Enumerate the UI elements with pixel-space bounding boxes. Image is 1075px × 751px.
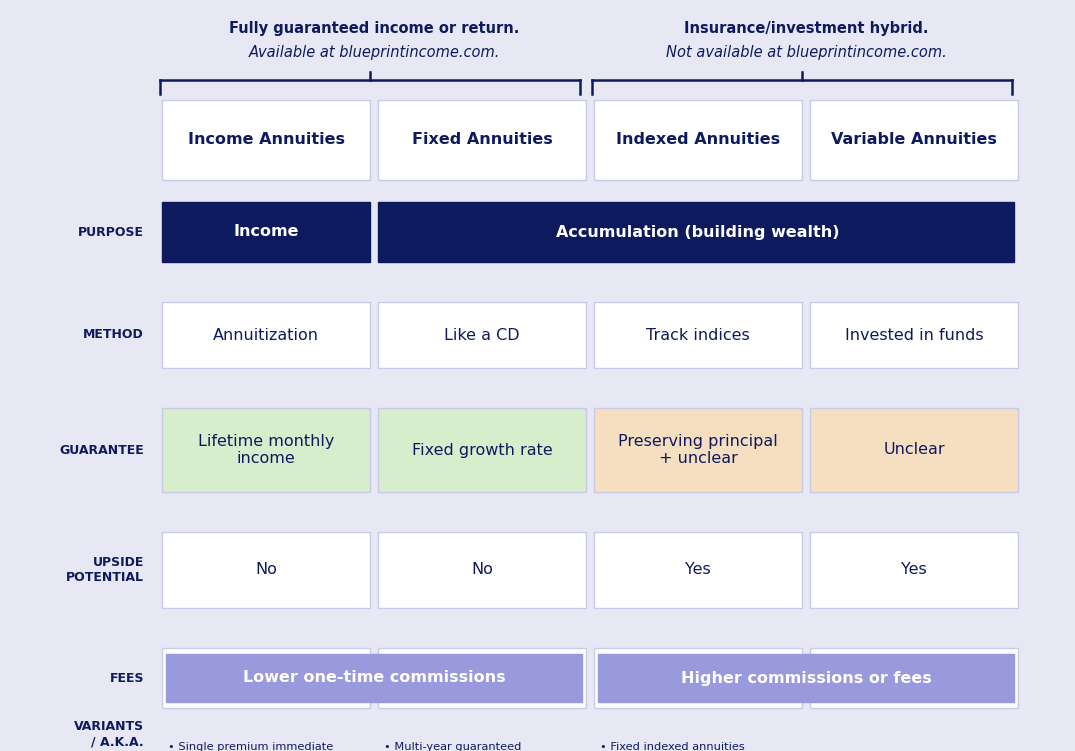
Bar bbox=[809, 728, 1018, 741]
Text: Variable Annuities: Variable Annuities bbox=[831, 132, 997, 147]
Text: Annuitization: Annuitization bbox=[213, 327, 319, 342]
Bar bbox=[809, 648, 1018, 708]
Text: No: No bbox=[255, 562, 277, 578]
Text: Not available at blueprintincome.com.: Not available at blueprintincome.com. bbox=[665, 44, 946, 59]
Text: Insurance/investment hybrid.: Insurance/investment hybrid. bbox=[684, 20, 928, 35]
Text: Higher commissions or fees: Higher commissions or fees bbox=[680, 671, 931, 686]
Text: FEES: FEES bbox=[110, 671, 144, 684]
Text: Available at blueprintincome.com.: Available at blueprintincome.com. bbox=[248, 44, 500, 59]
Text: Fully guaranteed income or return.: Fully guaranteed income or return. bbox=[229, 20, 519, 35]
Text: Fixed Annuities: Fixed Annuities bbox=[412, 132, 553, 147]
Bar bbox=[594, 648, 802, 708]
Text: Income: Income bbox=[233, 225, 299, 240]
Bar bbox=[378, 728, 586, 741]
Bar bbox=[162, 728, 370, 741]
Text: UPSIDE
POTENTIAL: UPSIDE POTENTIAL bbox=[66, 556, 144, 584]
Bar bbox=[809, 100, 1018, 180]
Text: • Fixed indexed annuities: • Fixed indexed annuities bbox=[600, 742, 745, 751]
Bar bbox=[378, 302, 586, 368]
Bar bbox=[162, 100, 370, 180]
Bar bbox=[166, 654, 582, 702]
Bar bbox=[809, 532, 1018, 608]
Bar bbox=[162, 648, 370, 708]
Text: METHOD: METHOD bbox=[83, 328, 144, 342]
Text: PURPOSE: PURPOSE bbox=[78, 225, 144, 239]
Text: Lifetime monthly
income: Lifetime monthly income bbox=[198, 434, 334, 466]
Bar bbox=[594, 100, 802, 180]
Bar bbox=[378, 532, 586, 608]
Text: GUARANTEE: GUARANTEE bbox=[59, 444, 144, 457]
Text: VARIANTS
/ A.K.A.: VARIANTS / A.K.A. bbox=[74, 720, 144, 749]
Text: Yes: Yes bbox=[685, 562, 711, 578]
Text: Yes: Yes bbox=[901, 562, 927, 578]
Bar bbox=[378, 648, 586, 708]
Bar bbox=[809, 302, 1018, 368]
Bar bbox=[809, 408, 1018, 492]
Bar bbox=[378, 100, 586, 180]
Bar bbox=[378, 202, 1014, 262]
Bar bbox=[594, 408, 802, 492]
Text: Track indices: Track indices bbox=[646, 327, 750, 342]
Bar bbox=[378, 408, 586, 492]
Text: Preserving principal
+ unclear: Preserving principal + unclear bbox=[618, 434, 778, 466]
Text: Like a CD: Like a CD bbox=[444, 327, 520, 342]
Bar bbox=[594, 532, 802, 608]
Text: Accumulation (building wealth): Accumulation (building wealth) bbox=[556, 225, 840, 240]
Text: Indexed Annuities: Indexed Annuities bbox=[616, 132, 780, 147]
Bar bbox=[162, 202, 370, 262]
Bar bbox=[594, 302, 802, 368]
Bar bbox=[162, 302, 370, 368]
Text: • Multi-year guaranteed
  annuities (MYGAs): • Multi-year guaranteed annuities (MYGAs… bbox=[384, 742, 521, 751]
Text: Lower one-time commissions: Lower one-time commissions bbox=[243, 671, 505, 686]
Text: Invested in funds: Invested in funds bbox=[845, 327, 984, 342]
Text: • Single premium immediate
  annuities (SPIAs): • Single premium immediate annuities (SP… bbox=[168, 742, 333, 751]
Text: Fixed growth rate: Fixed growth rate bbox=[412, 442, 553, 457]
Text: Income Annuities: Income Annuities bbox=[187, 132, 344, 147]
Bar bbox=[162, 532, 370, 608]
Text: Unclear: Unclear bbox=[884, 442, 945, 457]
Bar bbox=[598, 654, 1014, 702]
Bar bbox=[162, 408, 370, 492]
Bar bbox=[594, 728, 802, 741]
Text: No: No bbox=[471, 562, 493, 578]
